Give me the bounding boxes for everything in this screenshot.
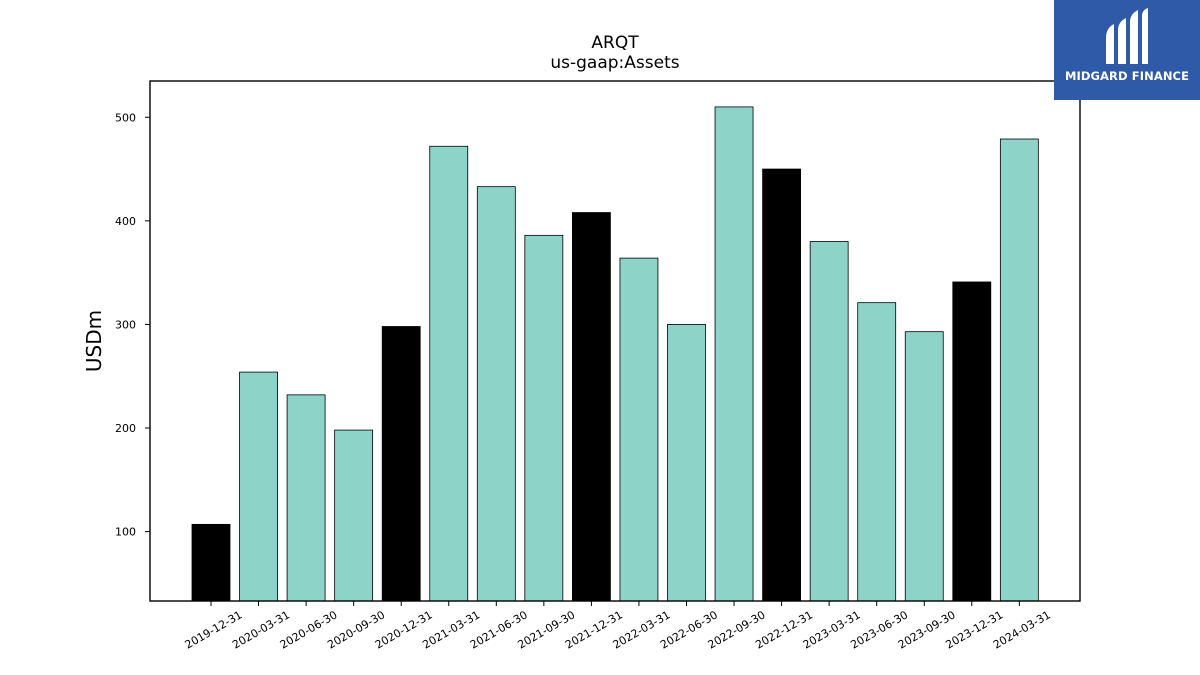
bar-2022-12-31	[762, 168, 801, 602]
y-tick-label: 200	[115, 422, 136, 435]
bar-2022-09-30	[714, 106, 754, 602]
chart-subtitle: us-gaap:Assets	[550, 53, 679, 73]
x-ticks-group: 2019-12-312020-03-312020-06-302020-09-30…	[183, 601, 1053, 652]
y-tick-label: 400	[115, 215, 136, 228]
bar-2024-03-31	[999, 138, 1039, 602]
brand-logo: MIDGARD FINANCE	[1054, 0, 1200, 100]
bar-2022-06-30	[667, 324, 706, 602]
chart-title: ARQT	[591, 33, 639, 53]
bar-2023-12-31	[952, 281, 992, 602]
bar-2020-06-30	[286, 394, 326, 602]
bar-2022-03-31	[619, 257, 659, 602]
bar-2023-03-31	[809, 241, 849, 602]
bars-group	[191, 106, 1039, 602]
bar-2020-09-30	[334, 429, 374, 602]
bar-2021-06-30	[476, 186, 516, 602]
brand-name: MIDGARD FINANCE	[1064, 69, 1190, 83]
y-tick-label: 300	[115, 318, 136, 331]
y-axis-label: USDm	[82, 310, 106, 372]
y-tick-label: 100	[115, 526, 136, 539]
bar-2021-09-30	[524, 234, 564, 602]
bar-2020-12-31	[381, 326, 421, 602]
midgard-logo-icon	[1106, 8, 1148, 64]
y-tick-label: 500	[115, 111, 136, 124]
y-ticks-group: 100 200 300 400 500	[115, 111, 150, 539]
bar-2021-03-31	[429, 145, 469, 602]
bar-2020-03-31	[239, 371, 278, 602]
bar-2023-06-30	[857, 302, 897, 602]
bar-2023-09-30	[904, 331, 944, 602]
bar-2019-12-31	[191, 523, 231, 602]
bar-2021-12-31	[572, 212, 611, 602]
plot-frame	[149, 80, 1081, 602]
